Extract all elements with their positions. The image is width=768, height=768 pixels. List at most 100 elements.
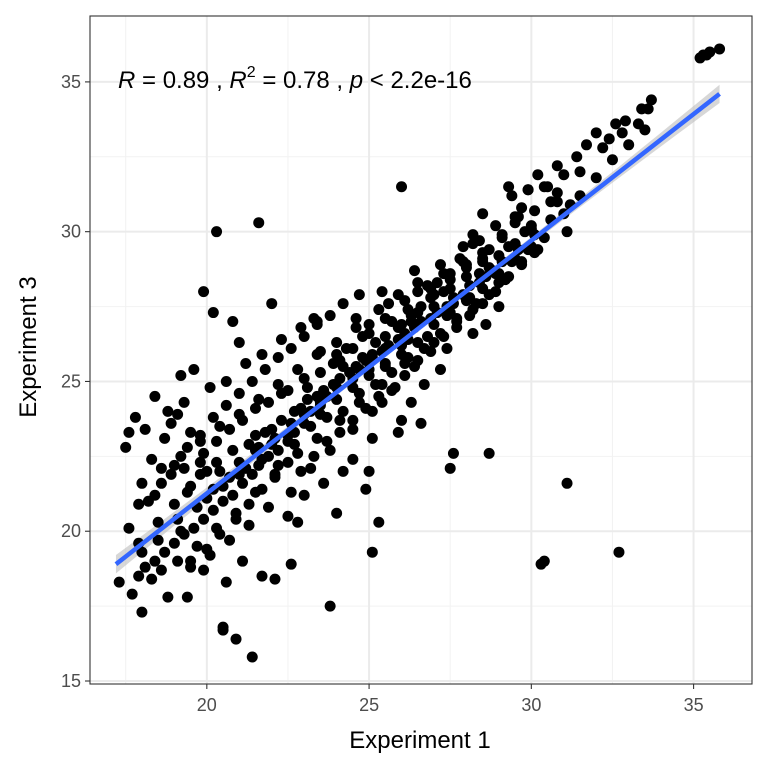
data-point bbox=[136, 606, 148, 618]
data-point bbox=[224, 534, 236, 546]
data-point bbox=[285, 343, 297, 355]
regression-line-path bbox=[114, 92, 721, 566]
data-point bbox=[619, 115, 631, 127]
data-point bbox=[298, 331, 310, 343]
data-point bbox=[405, 316, 417, 328]
data-point bbox=[551, 160, 563, 172]
data-point bbox=[149, 555, 161, 567]
data-point bbox=[266, 423, 278, 435]
data-point bbox=[645, 94, 657, 106]
data-point bbox=[399, 295, 411, 307]
data-point bbox=[285, 558, 297, 570]
data-point bbox=[503, 181, 515, 193]
data-point bbox=[603, 133, 615, 145]
data-point bbox=[211, 435, 223, 447]
data-point bbox=[185, 555, 197, 567]
data-point bbox=[269, 573, 281, 585]
data-point bbox=[581, 139, 592, 151]
data-point bbox=[149, 390, 161, 402]
data-point bbox=[360, 402, 372, 414]
data-point bbox=[460, 295, 472, 307]
data-point bbox=[256, 453, 268, 465]
data-point bbox=[211, 226, 223, 238]
data-point bbox=[379, 331, 391, 343]
data-point bbox=[464, 310, 476, 322]
data-point bbox=[405, 396, 417, 408]
data-point bbox=[331, 337, 343, 349]
data-point bbox=[428, 289, 440, 301]
data-point bbox=[509, 217, 521, 229]
data-point bbox=[139, 561, 151, 573]
data-point bbox=[123, 426, 135, 438]
data-point bbox=[467, 328, 479, 340]
data-point bbox=[379, 313, 391, 325]
data-point bbox=[152, 534, 164, 546]
data-point bbox=[136, 546, 148, 558]
data-point bbox=[259, 363, 271, 375]
data-point bbox=[159, 432, 171, 444]
data-point bbox=[275, 334, 287, 346]
data-point bbox=[353, 289, 365, 301]
data-point bbox=[237, 414, 249, 426]
data-point bbox=[237, 555, 249, 567]
data-point bbox=[250, 402, 261, 414]
data-point bbox=[561, 477, 573, 489]
data-point bbox=[175, 369, 187, 381]
data-point bbox=[227, 316, 239, 328]
data-point bbox=[522, 184, 534, 196]
data-point bbox=[324, 310, 336, 322]
data-point bbox=[230, 633, 242, 645]
data-point bbox=[477, 298, 489, 310]
data-point bbox=[516, 256, 528, 268]
data-point bbox=[493, 268, 505, 280]
data-point bbox=[412, 286, 424, 298]
data-points bbox=[113, 43, 726, 663]
x-tick-label: 35 bbox=[684, 695, 704, 715]
data-point bbox=[376, 286, 388, 298]
data-point bbox=[214, 465, 226, 477]
data-point bbox=[305, 420, 317, 432]
data-point bbox=[480, 319, 492, 331]
data-point bbox=[178, 396, 190, 408]
data-point bbox=[201, 543, 213, 555]
data-point bbox=[616, 127, 628, 139]
data-point bbox=[318, 384, 330, 396]
data-point bbox=[574, 166, 586, 178]
data-point bbox=[194, 468, 206, 480]
data-point bbox=[314, 408, 326, 420]
data-point bbox=[402, 304, 414, 316]
data-point bbox=[477, 208, 489, 220]
data-point bbox=[538, 181, 550, 193]
data-point bbox=[363, 465, 375, 477]
data-point bbox=[473, 235, 485, 247]
data-point bbox=[198, 513, 210, 525]
data-point bbox=[457, 256, 469, 268]
r2-exponent: 2 bbox=[247, 64, 256, 81]
p-symbol: p bbox=[349, 67, 363, 94]
data-point bbox=[363, 369, 375, 381]
data-point bbox=[493, 301, 505, 313]
data-point bbox=[220, 375, 232, 387]
data-point bbox=[545, 196, 557, 208]
data-point bbox=[159, 546, 171, 558]
data-point bbox=[324, 600, 336, 612]
data-point bbox=[301, 381, 313, 393]
data-point bbox=[188, 363, 200, 375]
data-point bbox=[256, 348, 268, 360]
data-point bbox=[483, 447, 495, 459]
data-point bbox=[113, 576, 125, 588]
data-point bbox=[269, 471, 281, 483]
data-point bbox=[136, 477, 148, 489]
data-point bbox=[529, 205, 541, 217]
data-point bbox=[194, 429, 206, 441]
data-point bbox=[168, 459, 180, 471]
data-point bbox=[409, 265, 421, 277]
data-point bbox=[373, 516, 385, 528]
data-point bbox=[207, 307, 219, 319]
data-point bbox=[256, 570, 268, 582]
y-tick-label: 20 bbox=[61, 521, 81, 541]
data-point bbox=[447, 447, 459, 459]
data-point bbox=[434, 259, 446, 271]
data-point bbox=[412, 354, 424, 366]
